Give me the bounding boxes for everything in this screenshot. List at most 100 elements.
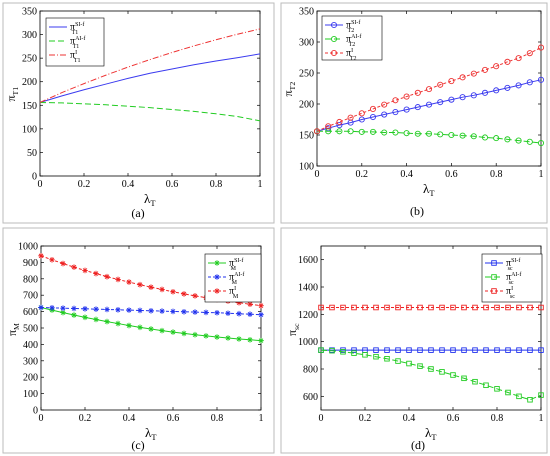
legend-entry-c-2: πI M: [229, 286, 239, 300]
ytick-label: 350: [22, 7, 37, 18]
data-point-d-0: [472, 347, 478, 353]
data-point-d-2: [340, 304, 346, 311]
data-point-d-1: [461, 375, 467, 382]
data-point-c-0: [170, 329, 176, 335]
ytick-label: 300: [22, 30, 37, 41]
data-point-d-2: [351, 304, 357, 311]
data-point-b-2: [437, 81, 444, 88]
legend-entry-b-1: πAI-f T2: [346, 33, 361, 48]
data-point-c-1: [214, 309, 220, 316]
data-point-d-1: [538, 392, 544, 398]
ytick-label: 200: [23, 373, 38, 384]
legend-entry-c-2-symbol: π: [229, 286, 234, 297]
data-point-d-1: [439, 369, 445, 375]
xtick-label: 0.4: [123, 413, 136, 424]
data-point-b-1: [448, 131, 455, 139]
data-point-c-0: [181, 330, 187, 337]
data-point-d-0: [417, 347, 423, 353]
xtick-label: 0.4: [122, 179, 135, 190]
data-point-d-1: [373, 353, 379, 360]
data-point-d-2: [505, 304, 511, 311]
data-point-c-2: [159, 286, 165, 293]
xtick-label: 0.6: [167, 413, 180, 424]
ytick-label: 250: [22, 54, 37, 65]
legend-entry-c-0-symbol: π: [229, 258, 234, 269]
legend-entry-c-0-sup: SI-f: [234, 257, 243, 264]
ytick-label: 100: [299, 162, 314, 173]
data-point-b-2: [425, 86, 433, 93]
data-point-d-2: [373, 304, 379, 311]
data-point-c-0: [60, 309, 66, 316]
data-point-c-1: [203, 309, 209, 316]
data-point-b-0: [537, 76, 545, 83]
data-point-c-1: [137, 307, 143, 314]
legend-marker: [214, 288, 220, 294]
legend-entry-c-1-symbol: π: [229, 272, 234, 283]
data-point-c-1: [159, 308, 165, 314]
data-point-c-2: [93, 270, 99, 277]
data-point-b-2: [537, 44, 545, 51]
data-point-c-0: [247, 337, 253, 343]
data-point-b-2: [459, 74, 466, 81]
ytick-label: 100: [23, 389, 38, 400]
legend-marker: [491, 288, 497, 294]
data-point-b-0: [504, 84, 511, 91]
xtick-label: 0.2: [78, 179, 91, 190]
y-axis-label-text-d-sub: sc: [292, 323, 301, 330]
xtick-label: 0.4: [403, 413, 416, 424]
legend-marker: [330, 21, 338, 29]
data-point-b-2: [414, 89, 421, 96]
data-point-b-0: [336, 122, 343, 129]
data-point-c-2: [115, 276, 121, 283]
data-point-c-1: [225, 310, 231, 317]
legend-entry-b-0: πSI-f T2: [346, 19, 360, 34]
data-point-d-0: [395, 347, 401, 353]
xtick-label: 1: [539, 169, 544, 180]
series-line-a-0: [39, 53, 261, 103]
ytick-label: 800: [23, 274, 38, 285]
ytick-label: 250: [299, 69, 314, 80]
data-point-b-2: [313, 128, 321, 135]
data-point-b-2: [336, 118, 343, 126]
x-axis-label-c: λT: [145, 425, 157, 442]
legend-entry-b-2-symbol: π: [346, 48, 351, 59]
x-axis-label-b-symbol: λ: [423, 181, 430, 196]
data-point-b-0: [392, 109, 399, 116]
x-axis-label-a-sub: T: [150, 198, 156, 208]
x-axis-label-d-symbol: λ: [425, 425, 432, 440]
ytick-label: 900: [23, 258, 38, 269]
data-point-c-2: [60, 260, 66, 267]
data-point-c-2: [137, 281, 143, 288]
data-point-d-2: [516, 304, 522, 311]
data-point-c-1: [181, 308, 187, 315]
ytick-label: 300: [299, 38, 314, 49]
data-point-b-2: [347, 114, 354, 121]
data-point-d-1: [406, 360, 412, 367]
legend-entry-b-1-sub: T2: [349, 42, 356, 48]
data-point-d-0: [428, 347, 434, 353]
ytick-label: 1600: [298, 255, 318, 266]
data-point-c-2: [82, 267, 88, 274]
legend-entry-a-1: πAI-f T1: [70, 35, 85, 50]
xtick-label: 0.2: [356, 169, 369, 180]
data-point-b-1: [347, 128, 354, 135]
data-point-d-1: [318, 347, 324, 353]
data-point-d-0: [461, 347, 467, 353]
y-axis-label-text-c-sub: M: [12, 323, 21, 330]
data-point-c-0: [115, 320, 121, 327]
ytick-label: 1200: [298, 310, 318, 321]
data-point-c-1: [82, 306, 88, 312]
ytick-label: 800: [303, 365, 318, 376]
legend-entry-a-2: πI T1: [70, 50, 81, 64]
data-point-b-2: [470, 70, 477, 77]
data-point-c-2: [148, 284, 154, 290]
legend-entry-d-0-sub: sc: [508, 266, 513, 272]
ytick-label: 600: [23, 307, 38, 318]
legend-entry-c-1-sub: M: [232, 280, 238, 286]
data-point-b-2: [515, 55, 522, 62]
x-axis-label-c-sub: T: [151, 432, 157, 442]
data-point-d-2: [461, 304, 467, 311]
data-point-c-1: [236, 310, 242, 317]
data-point-d-0: [351, 347, 357, 353]
